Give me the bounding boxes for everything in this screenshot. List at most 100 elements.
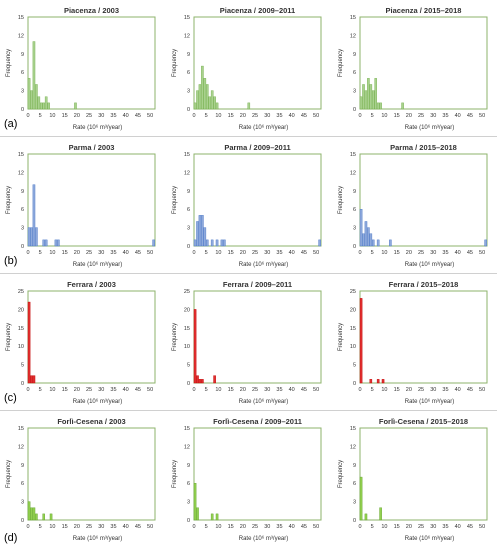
x-tick-label: 15 — [228, 113, 234, 119]
histogram-bar — [32, 184, 36, 247]
histogram-bar — [247, 102, 251, 110]
histogram-bar — [198, 84, 202, 110]
x-tick-label: 50 — [147, 524, 153, 530]
histogram-bar — [359, 208, 363, 247]
x-tick-label: 0 — [26, 113, 29, 119]
x-axis-label: Rate (10⁶ m³/year) — [239, 398, 288, 405]
y-tick-label: 3 — [353, 500, 356, 506]
x-tick-label: 15 — [394, 250, 400, 256]
x-tick-label: 45 — [301, 250, 307, 256]
histogram-panel: Parma / 2015–2018 0 3 6 9 12 15 0 5 10 15 20 25 30 35 4… — [338, 143, 488, 268]
x-tick-label: 50 — [313, 250, 319, 256]
y-tick-label: 25 — [350, 289, 356, 295]
histogram-bar — [201, 65, 204, 110]
x-tick-label: 25 — [252, 113, 258, 119]
y-tick-label: 10 — [350, 344, 356, 350]
y-axis-label: Frequency — [6, 323, 12, 351]
x-tick-label: 50 — [479, 387, 485, 393]
row-divider — [0, 410, 497, 411]
histogram-bar — [74, 102, 77, 110]
panel-letter: (b) — [4, 255, 18, 267]
histogram-bar — [198, 379, 202, 384]
y-tick-label: 15 — [350, 426, 356, 432]
x-tick-label: 0 — [358, 250, 361, 256]
histogram-bar — [193, 102, 197, 110]
x-axis-label: Rate (10⁶ m³/year) — [239, 535, 288, 542]
y-tick-label: 6 — [21, 207, 24, 213]
histogram-bar — [30, 227, 33, 247]
y-tick-label: 15 — [350, 326, 356, 332]
y-tick-label: 12 — [350, 33, 356, 39]
histogram-panel: Parma / 2009–2011 0 3 6 9 12 15 0 5 10 15 20 25 30 35 4… — [172, 143, 322, 268]
x-tick-label: 5 — [371, 113, 374, 119]
x-tick-label: 25 — [86, 250, 92, 256]
histogram-bar — [223, 239, 226, 247]
plot-frame — [359, 16, 488, 110]
x-tick-label: 25 — [252, 524, 258, 530]
y-axis-label: Frequency — [172, 186, 178, 214]
histogram-bar — [152, 239, 155, 247]
y-tick-label: 12 — [184, 444, 190, 450]
plot-frame — [193, 427, 322, 521]
x-tick-label: 30 — [98, 524, 104, 530]
chart-title: Ferrara / 2015–2018 — [389, 280, 459, 289]
histogram-bar — [37, 96, 41, 110]
y-tick-label: 15 — [350, 15, 356, 21]
x-tick-label: 20 — [240, 250, 246, 256]
plot-frame — [359, 427, 488, 521]
x-tick-label: 45 — [467, 250, 473, 256]
y-tick-label: 12 — [18, 33, 24, 39]
y-tick-label: 25 — [18, 289, 24, 295]
histogram-bar — [30, 90, 33, 110]
histogram-bar — [362, 84, 365, 110]
x-tick-label: 5 — [39, 524, 42, 530]
histogram-bar — [376, 379, 380, 384]
y-tick-label: 25 — [184, 289, 190, 295]
plot-frame — [193, 290, 322, 384]
histogram-panel: Ferrara / 2003 0 5 10 15 20 25 0 5 10 15 20 25 30 35 40… — [6, 280, 156, 405]
y-tick-label: 15 — [184, 426, 190, 432]
y-tick-label: 15 — [18, 426, 24, 432]
x-tick-label: 10 — [49, 387, 55, 393]
histogram-bar — [318, 239, 321, 247]
x-axis-label: Rate (10⁶ m³/year) — [73, 261, 122, 268]
histogram-bar — [32, 41, 36, 110]
histogram-bar — [210, 239, 214, 247]
chart-title: Ferrara / 2003 — [67, 280, 116, 289]
histogram-panel: Piacenza / 2003 0 3 6 9 12 15 0 5 10 15 20 25 30 35 40 4… — [6, 6, 156, 131]
row-divider — [0, 136, 497, 137]
y-tick-label: 10 — [184, 344, 190, 350]
x-tick-label: 35 — [276, 113, 282, 119]
chart-title: Forlì-Cesena / 2015–2018 — [379, 417, 468, 426]
plot-frame — [27, 153, 156, 247]
histogram-bar — [210, 513, 214, 521]
histogram-bar — [44, 96, 48, 110]
x-axis-label: Rate (10⁶ m³/year) — [405, 261, 454, 268]
histogram-bar — [372, 239, 375, 247]
y-axis-label: Frequency — [172, 49, 178, 77]
x-tick-label: 10 — [49, 524, 55, 530]
x-tick-label: 45 — [467, 524, 473, 530]
y-tick-label: 6 — [21, 481, 24, 487]
x-tick-label: 30 — [98, 113, 104, 119]
chart-title: Ferrara / 2009–2011 — [223, 280, 292, 289]
y-tick-label: 15 — [350, 152, 356, 158]
x-tick-label: 45 — [467, 113, 473, 119]
plot-frame — [193, 16, 322, 110]
histogram-bar — [484, 239, 487, 247]
x-tick-label: 45 — [467, 387, 473, 393]
histogram-bar — [367, 227, 370, 247]
y-tick-label: 3 — [187, 500, 190, 506]
histogram-bar — [40, 102, 43, 110]
y-tick-label: 5 — [187, 363, 190, 369]
chart-title: Piacenza / 2003 — [64, 6, 119, 15]
y-tick-label: 9 — [21, 189, 24, 195]
histogram-bar — [379, 507, 382, 521]
x-tick-label: 40 — [455, 250, 461, 256]
x-tick-label: 30 — [264, 524, 270, 530]
x-tick-label: 25 — [86, 524, 92, 530]
histogram-bar — [213, 96, 216, 110]
histogram-bar — [201, 215, 204, 247]
y-axis-label: Frequency — [172, 460, 178, 488]
y-tick-label: 15 — [184, 326, 190, 332]
